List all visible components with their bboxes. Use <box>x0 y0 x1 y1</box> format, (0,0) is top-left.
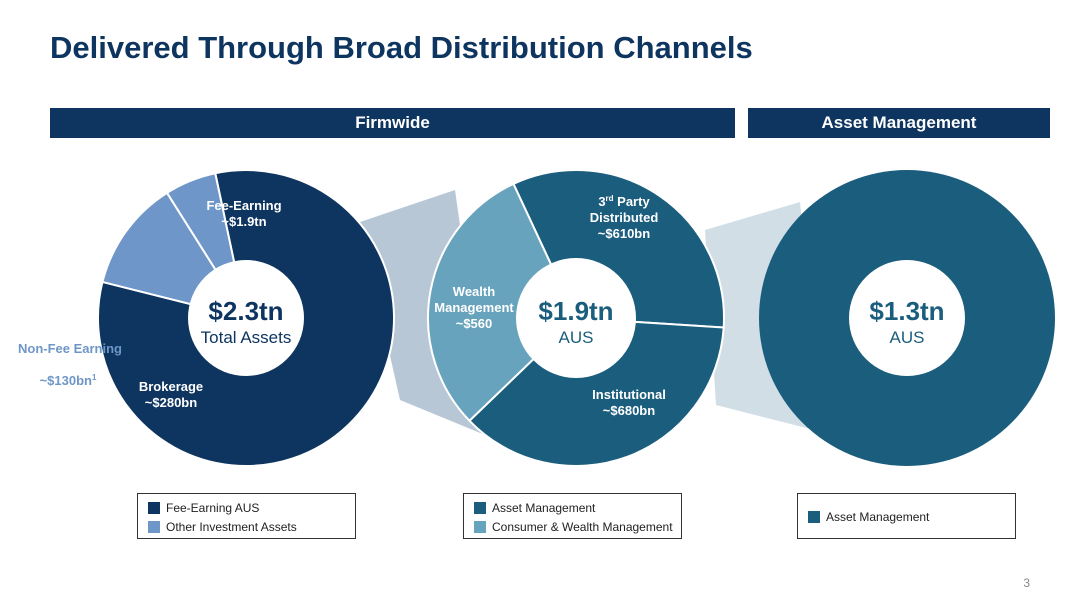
legend-label: Other Investment Assets <box>166 520 297 534</box>
slice-value-non-fee-amount: ~$130bn <box>40 373 92 388</box>
center-value-total-assets: $2.3tn <box>208 296 283 326</box>
legend-swatch <box>148 502 160 514</box>
legend-swatch <box>474 521 486 533</box>
legend-item-asset-management: Asset Management <box>474 501 595 515</box>
legend-item-fee-earning-aus: Fee-Earning AUS <box>148 501 259 515</box>
slice-label-3rd-party-num: 3 <box>598 194 605 209</box>
legend-aus-firmwide: Asset Management Consumer & Wealth Manag… <box>463 493 682 539</box>
slice-label-3rd-party-line2: Distributed <box>590 210 659 225</box>
legend-label: Asset Management <box>826 510 930 524</box>
donut-total-assets-hole <box>188 260 304 376</box>
slice-label-3rd-party-line1: 3rd Party <box>598 194 650 209</box>
legend-swatch <box>148 521 160 533</box>
slice-label-wealth-line1: Wealth <box>453 284 495 299</box>
center-label-total-assets: Total Assets <box>201 328 292 347</box>
slice-value-3rd-party: ~$610bn <box>598 226 650 241</box>
donut-aus-asset-management-hole <box>849 260 965 376</box>
slice-label-brokerage: Brokerage <box>139 379 203 394</box>
legend-total-assets: Fee-Earning AUS Other Investment Assets <box>137 493 356 539</box>
center-value-aus-asset-management: $1.3tn <box>869 296 944 326</box>
donut-aus-firmwide-hole <box>516 258 636 378</box>
slice-label-3rd-party-word: Party <box>614 194 651 209</box>
legend-label: Fee-Earning AUS <box>166 501 260 515</box>
legend-aus-asset-management: Asset Management <box>797 493 1016 539</box>
slice-value-wealth: ~$560 <box>456 316 493 331</box>
firmwide-header-bar: Firmwide <box>50 108 735 138</box>
slice-value-fee-earning: ~$1.9tn <box>221 214 266 229</box>
legend-item-other-investment-assets: Other Investment Assets <box>148 520 297 534</box>
center-label-aus-firmwide: AUS <box>559 328 594 347</box>
legend-label: Consumer & Wealth Management <box>492 520 673 534</box>
aus-firmwide-slice-2 <box>427 182 578 423</box>
slice-value-non-fee-footnote: 1 <box>92 373 97 382</box>
center-label-aus-asset-management: AUS <box>890 328 925 347</box>
slice-label-institutional: Institutional <box>592 387 666 402</box>
slice-value-institutional: ~$680bn <box>603 403 655 418</box>
legend-item-consumer-wealth: Consumer & Wealth Management <box>474 520 673 534</box>
slice-value-brokerage: ~$280bn <box>145 395 197 410</box>
legend-swatch <box>808 511 820 523</box>
slice-label-non-fee-line1: Non-Fee Earning <box>18 341 122 356</box>
slice-label-wealth-line2: Management <box>434 300 514 315</box>
slice-label-fee-earning: Fee-Earning <box>206 198 281 213</box>
firmwide-header-label: Firmwide <box>355 113 430 132</box>
slice-label-3rd-party-sup: rd <box>606 194 614 203</box>
legend-label: Asset Management <box>492 501 596 515</box>
page-number: 3 <box>1023 576 1030 590</box>
slice-value-non-fee: ~$130bn1 <box>40 373 97 388</box>
asset-management-header-bar: Asset Management <box>748 108 1050 138</box>
legend-item-asset-management: Asset Management <box>808 510 929 524</box>
aus-firmwide-slice-1 <box>468 316 725 467</box>
legend-swatch <box>474 502 486 514</box>
center-value-aus-firmwide: $1.9tn <box>538 296 613 326</box>
page-title: Delivered Through Broad Distribution Cha… <box>50 30 753 65</box>
asset-management-header-label: Asset Management <box>821 113 977 132</box>
